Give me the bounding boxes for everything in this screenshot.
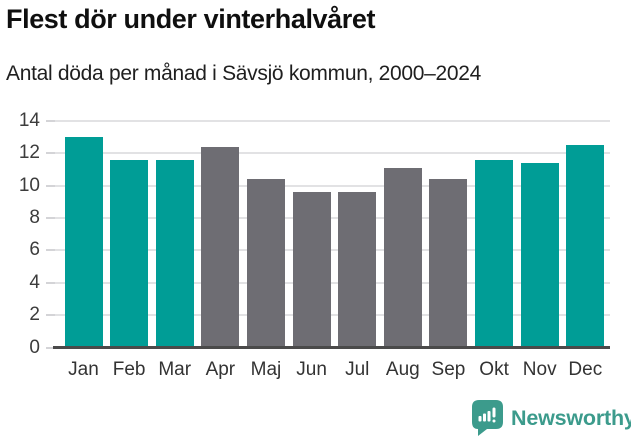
x-axis-tick-label: Dec <box>568 358 603 380</box>
x-axis-tick-label: Mar <box>158 358 192 380</box>
newsworthy-logo[interactable]: Newsworthy <box>472 400 631 436</box>
y-axis-tick-label: 14 <box>18 109 40 131</box>
y-gridline <box>55 314 610 317</box>
chart-title: Flest dör under vinterhalvåret <box>6 4 376 34</box>
y-axis-tick-label: 10 <box>18 174 40 196</box>
bar-okt <box>475 159 514 348</box>
y-gridline <box>55 119 610 122</box>
y-tick-mark <box>46 314 55 317</box>
y-axis-tick-label: 4 <box>29 271 40 293</box>
x-axis-tick-label: Apr <box>205 358 236 380</box>
bar-apr <box>201 146 240 348</box>
bar-aug <box>383 167 422 348</box>
x-axis-tick-label: Maj <box>250 358 282 380</box>
y-tick-mark <box>46 119 55 122</box>
bar-jan <box>64 137 103 348</box>
x-axis-tick-label: Feb <box>112 358 146 380</box>
x-axis-line <box>53 346 610 349</box>
y-axis-tick-label: 12 <box>18 142 40 164</box>
y-gridline <box>55 184 610 187</box>
chart-subtitle: Antal döda per månad i Sävsjö kommun, 20… <box>6 62 482 85</box>
y-tick-mark <box>46 152 55 155</box>
y-tick-mark <box>46 281 55 284</box>
y-gridline <box>55 281 610 284</box>
bar-sep <box>429 179 468 348</box>
x-axis-tick-label: Jan <box>68 358 99 380</box>
newsworthy-badge-icon <box>472 400 503 436</box>
y-tick-mark <box>46 346 55 349</box>
x-axis-tick-label: Aug <box>385 358 420 380</box>
bar-feb <box>110 159 149 348</box>
y-tick-mark <box>46 217 55 220</box>
newsworthy-brand-text: Newsworthy <box>511 405 631 430</box>
bar-maj <box>246 179 285 348</box>
y-axis-tick-label: 8 <box>29 207 40 229</box>
y-axis-tick-label: 0 <box>29 336 40 358</box>
x-axis-tick-label: Okt <box>479 358 509 380</box>
y-gridline <box>55 249 610 252</box>
y-gridline <box>55 217 610 220</box>
y-gridline <box>55 152 610 155</box>
x-axis-tick-label: Nov <box>522 358 557 380</box>
y-tick-mark <box>46 184 55 187</box>
bar-jul <box>338 192 377 348</box>
bar-dec <box>566 145 605 348</box>
bar-jun <box>292 192 331 348</box>
x-axis-tick-label: Jun <box>296 358 327 380</box>
bar-mar <box>155 159 194 348</box>
y-axis-tick-label: 6 <box>29 239 40 261</box>
bar-nov <box>520 163 559 348</box>
x-axis-tick-label: Jul <box>345 358 370 380</box>
y-tick-mark <box>46 249 55 252</box>
x-axis-tick-label: Sep <box>431 358 466 380</box>
y-axis-tick-label: 2 <box>29 304 40 326</box>
